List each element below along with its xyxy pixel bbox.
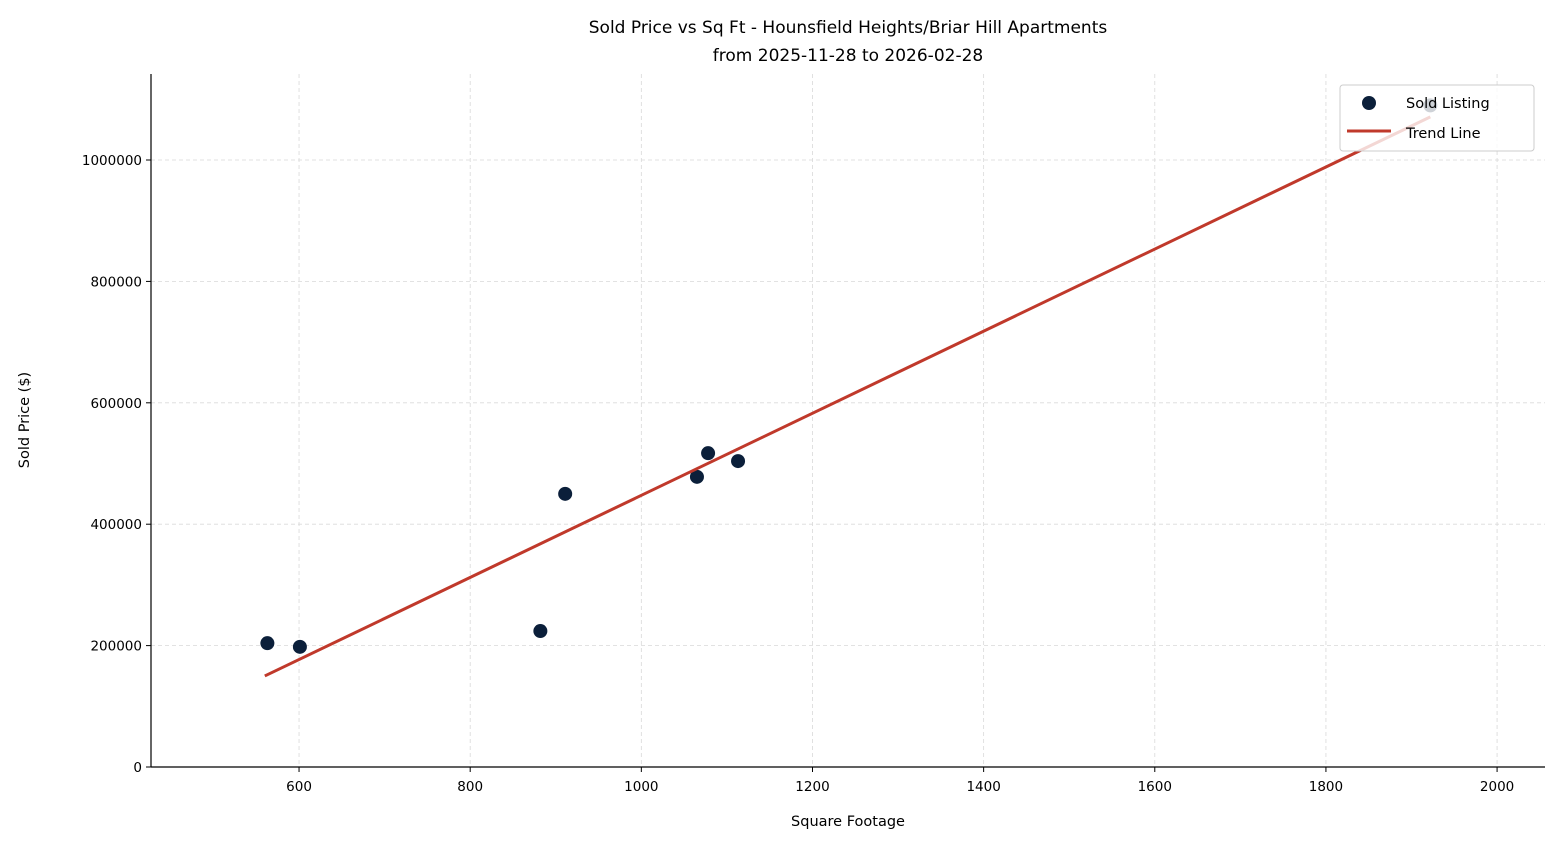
legend-label-trend-line: Trend Line — [1405, 126, 1481, 142]
chart-subtitle: from 2025-11-28 to 2026-02-28 — [713, 46, 983, 66]
x-tick-label: 600 — [286, 779, 312, 795]
x-axis-label: Square Footage — [791, 814, 905, 830]
x-tick-label: 1400 — [966, 779, 1000, 795]
y-tick-label: 200000 — [90, 639, 142, 655]
x-tick-label: 1000 — [624, 779, 658, 795]
data-point — [533, 624, 548, 639]
chart-title: Sold Price vs Sq Ft - Hounsfield Heights… — [589, 18, 1108, 38]
x-tick-label: 1600 — [1138, 779, 1172, 795]
data-point — [292, 639, 307, 654]
y-tick-label: 400000 — [90, 517, 142, 533]
trend-line — [264, 115, 1431, 678]
data-point — [701, 446, 716, 461]
y-axis-label: Sold Price ($) — [17, 372, 33, 468]
legend-marker-sold-listing — [1362, 96, 1376, 110]
x-tick-label: 2000 — [1480, 779, 1514, 795]
x-tick-label: 1200 — [795, 779, 829, 795]
x-tick-label: 1800 — [1309, 779, 1343, 795]
y-tick-label: 0 — [133, 760, 142, 776]
y-tick-label: 1000000 — [82, 153, 142, 169]
x-tick-label: 800 — [457, 779, 483, 795]
y-tick-label: 800000 — [90, 274, 142, 290]
data-point — [558, 486, 573, 501]
legend: Sold Listing Trend Line — [1339, 84, 1535, 152]
legend-label-sold-listing: Sold Listing — [1406, 96, 1490, 112]
data-point — [689, 469, 704, 484]
data-point — [260, 636, 275, 651]
data-point — [731, 454, 746, 469]
y-tick-label: 600000 — [90, 396, 142, 412]
